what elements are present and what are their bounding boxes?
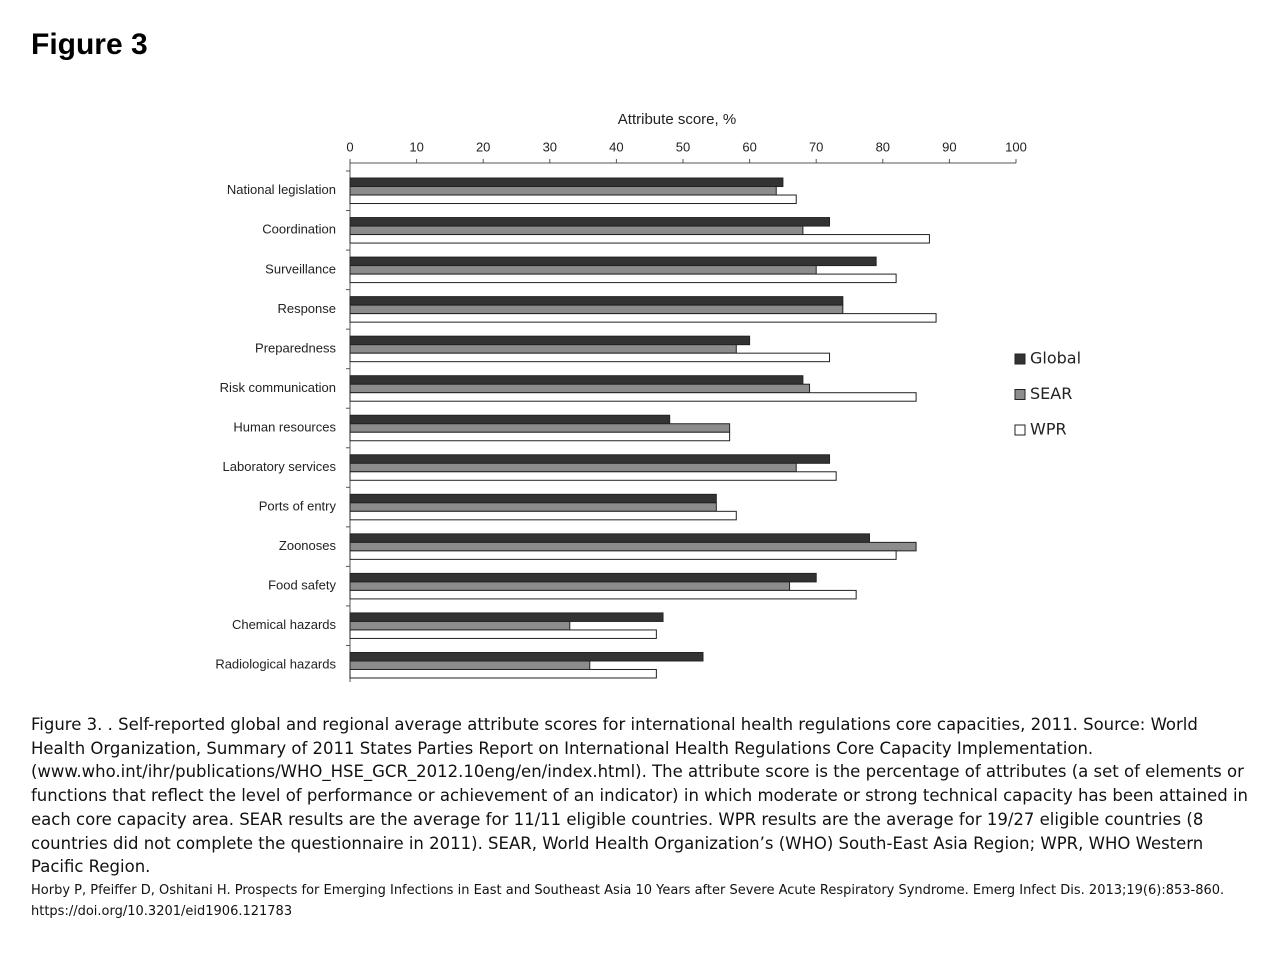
x-tick-label: 50: [676, 139, 690, 154]
legend-swatch: [1014, 389, 1026, 400]
bar: [349, 589, 857, 600]
bar: [349, 423, 731, 433]
bar: [349, 668, 657, 679]
bar: [349, 352, 831, 363]
bar: [349, 620, 571, 631]
bar: [349, 612, 664, 622]
y-tick-label: Risk communication: [220, 380, 336, 395]
y-tick-label: Human resources: [233, 419, 336, 434]
legend-swatch: [1014, 353, 1026, 365]
bar: [349, 660, 591, 670]
bar: [349, 234, 930, 244]
y-tick-label: National legislation: [227, 182, 336, 197]
bar: [349, 454, 831, 464]
x-tick-label: 40: [609, 139, 623, 154]
bar: [349, 533, 870, 543]
bar: [349, 431, 731, 442]
bar: [349, 651, 704, 662]
x-tick-label: 60: [742, 139, 756, 154]
y-tick-label: Ports of entry: [259, 499, 337, 514]
bar: [349, 225, 804, 236]
bar: [349, 344, 737, 354]
legend-swatch: [1014, 424, 1026, 436]
bar: [349, 629, 657, 639]
bar: [349, 194, 797, 205]
legend-label: Global: [1030, 349, 1081, 368]
y-tick-label: Preparedness: [255, 340, 336, 355]
bar: [349, 296, 844, 306]
bar: [349, 313, 937, 323]
bar: [349, 502, 717, 512]
y-tick-label: Laboratory services: [223, 459, 337, 474]
legend-label: WPR: [1030, 420, 1067, 439]
y-tick-label: Radiological hazards: [215, 657, 336, 672]
x-tick-label: 30: [543, 139, 557, 154]
bar: [349, 550, 897, 560]
bar: [349, 414, 671, 425]
bar: [349, 493, 717, 504]
x-tick-label: 0: [346, 139, 353, 154]
bar: [349, 335, 751, 346]
y-tick-label: Zoonoses: [279, 538, 337, 553]
legend-label: SEAR: [1030, 384, 1072, 403]
x-tick-label: 100: [1005, 139, 1027, 154]
x-tick-label: 90: [942, 139, 956, 154]
x-tick-label: 80: [876, 139, 890, 154]
chart: Attribute score, % 0 10 20 30 40 50 60 70 80 90 10…: [215, 111, 1081, 682]
x-tick-label: 70: [809, 139, 823, 154]
bar: [349, 581, 791, 591]
bar: [349, 256, 877, 267]
bar: [349, 572, 817, 583]
bar: [349, 471, 837, 481]
citation: Horby P, Pfeiffer D, Oshitani H. Prospec…: [31, 883, 1225, 919]
y-tick-label: Food safety: [268, 578, 336, 593]
bar: [349, 541, 917, 552]
bar: [349, 177, 784, 188]
slide-title: Figure 3: [31, 28, 148, 61]
caption: Figure 3. . Self-reported global and reg…: [31, 715, 1248, 877]
bar: [349, 375, 804, 385]
y-tick-label: Response: [277, 301, 336, 316]
bar: [349, 383, 811, 394]
y-tick-label: Coordination: [262, 222, 336, 237]
y-tick-label: Surveillance: [265, 261, 336, 276]
bar: [349, 265, 817, 275]
bar: [349, 392, 917, 402]
x-axis-label: Attribute score, %: [618, 111, 736, 128]
bar: [349, 186, 777, 196]
x-tick-label: 20: [476, 139, 490, 154]
bar: [349, 462, 797, 473]
bar: [349, 217, 831, 227]
y-tick-label: Chemical hazards: [232, 617, 337, 632]
bar: [349, 304, 844, 315]
bar: [349, 510, 737, 521]
bar: [349, 273, 897, 284]
x-tick-label: 10: [409, 139, 423, 154]
